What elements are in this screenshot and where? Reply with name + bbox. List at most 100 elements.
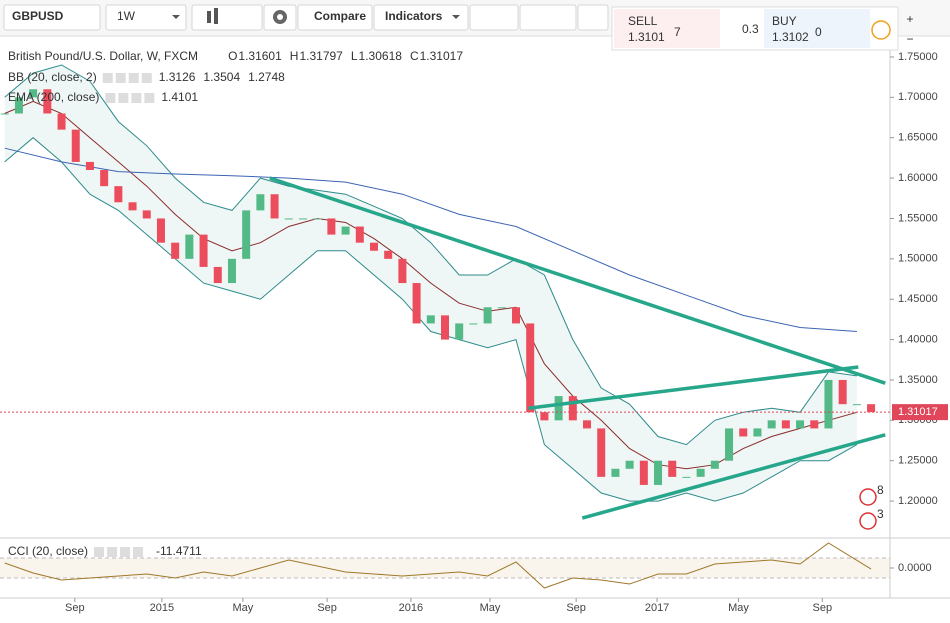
ohlc-key: H xyxy=(290,49,299,63)
event-count: 3 xyxy=(877,507,884,521)
sell-pip[interactable]: 7 xyxy=(674,25,681,39)
zoom-out[interactable]: − xyxy=(906,32,913,46)
indicators[interactable]: Indicators xyxy=(385,9,443,23)
interval[interactable]: 1W xyxy=(117,9,136,23)
zoom-in[interactable]: + xyxy=(906,12,913,26)
legend-icon[interactable] xyxy=(94,547,105,557)
candle xyxy=(497,307,506,309)
chart-style-button[interactable] xyxy=(191,4,263,31)
event-badge[interactable] xyxy=(859,488,877,506)
indicators-button[interactable] xyxy=(373,4,469,31)
candle xyxy=(568,396,577,421)
ema-value: 1.4101 xyxy=(161,90,198,104)
buy-price[interactable]: 1.3102 xyxy=(772,30,809,44)
candle xyxy=(0,113,9,115)
candle xyxy=(867,404,876,413)
x-tick-label: Sep xyxy=(566,602,586,614)
candle xyxy=(114,186,123,203)
x-tick-label: May xyxy=(728,602,749,614)
candle xyxy=(412,283,421,324)
ohlc-value: 1.31797 xyxy=(299,49,343,63)
ohlc-value: 1.31601 xyxy=(238,49,282,63)
sell-button[interactable] xyxy=(614,9,720,48)
symbol[interactable]: GBPUSD xyxy=(12,9,64,23)
sell-price[interactable]: 1.3101 xyxy=(628,30,665,44)
undo-button[interactable] xyxy=(577,4,609,31)
y-tick-label: 1.55000 xyxy=(898,212,938,224)
ohlc-key: L xyxy=(351,49,358,63)
ohlc-value: 1.30618 xyxy=(359,49,403,63)
candle xyxy=(838,379,847,405)
ideas-button[interactable] xyxy=(519,4,577,31)
x-tick-label: May xyxy=(232,602,253,614)
symbol-box[interactable] xyxy=(3,4,101,31)
cci-value: -11.4711 xyxy=(156,544,202,558)
legend-icon[interactable] xyxy=(133,547,144,557)
info-icon[interactable] xyxy=(871,20,891,40)
sell-label[interactable]: SELL xyxy=(628,14,658,28)
legend-icon[interactable] xyxy=(131,93,142,103)
candle xyxy=(242,210,251,259)
x-tick-label: 2017 xyxy=(645,602,669,614)
legend-icon[interactable] xyxy=(144,93,155,103)
legend: British Pound/U.S. Dollar, W, FXCM O 1.316… xyxy=(8,49,463,558)
bb-value: 1.3504 xyxy=(203,70,240,84)
legend-icon[interactable] xyxy=(107,547,118,557)
spread: 0.3 xyxy=(742,22,759,36)
candle xyxy=(753,428,762,437)
legend-icon[interactable] xyxy=(128,73,139,83)
x-tick-label: Sep xyxy=(65,602,85,614)
buy-pip[interactable]: 0 xyxy=(815,25,822,39)
candle xyxy=(171,242,180,259)
candle xyxy=(554,396,563,421)
candle xyxy=(270,194,279,219)
candle xyxy=(426,315,435,324)
x-tick-label: 2015 xyxy=(150,602,174,614)
y-tick-label: 1.65000 xyxy=(898,132,938,144)
candle xyxy=(483,307,492,324)
ohlc-key: O xyxy=(228,49,237,63)
candle xyxy=(526,323,535,413)
candle xyxy=(469,323,478,325)
candle xyxy=(625,460,634,469)
candle xyxy=(341,226,350,235)
candle xyxy=(227,258,236,284)
event-badge[interactable] xyxy=(859,512,877,530)
candle xyxy=(85,161,94,171)
legend-icon[interactable] xyxy=(141,73,152,83)
bb-upper xyxy=(4,64,857,446)
compare[interactable]: Compare xyxy=(314,9,366,23)
candle xyxy=(824,379,833,429)
x-tick-label: Sep xyxy=(317,602,337,614)
alert-button[interactable] xyxy=(469,4,519,31)
y-tick-label: 1.45000 xyxy=(898,293,938,305)
candle xyxy=(384,250,393,259)
y-tick-label: 1.25000 xyxy=(898,455,938,467)
last-price-tag xyxy=(892,404,948,421)
legend-icon[interactable] xyxy=(118,93,129,103)
y-tick-label: 1.20000 xyxy=(898,495,938,507)
candle xyxy=(725,428,734,461)
y-tick-label: 1.50000 xyxy=(898,253,938,265)
buy-label[interactable]: BUY xyxy=(772,14,797,28)
ohlc-key: C xyxy=(410,49,419,63)
legend-icon[interactable] xyxy=(115,73,126,83)
trend-line xyxy=(581,433,886,520)
candle xyxy=(767,420,776,429)
candle xyxy=(796,420,805,429)
bb-value: 1.3126 xyxy=(159,70,196,84)
legend-icon[interactable] xyxy=(120,547,131,557)
bb-lower xyxy=(4,137,858,502)
interval-box[interactable] xyxy=(105,4,187,31)
cci-line xyxy=(4,542,872,589)
candle xyxy=(597,428,606,477)
cci-tick-label: 0.0000 xyxy=(898,562,932,574)
legend-icon[interactable] xyxy=(102,73,113,83)
x-tick-label: Sep xyxy=(813,602,833,614)
legend-icon[interactable] xyxy=(105,93,116,103)
trend-line xyxy=(528,365,859,410)
compare-button[interactable] xyxy=(297,4,373,31)
candle xyxy=(142,210,151,219)
buy-button[interactable] xyxy=(764,9,870,48)
candle xyxy=(668,460,677,477)
